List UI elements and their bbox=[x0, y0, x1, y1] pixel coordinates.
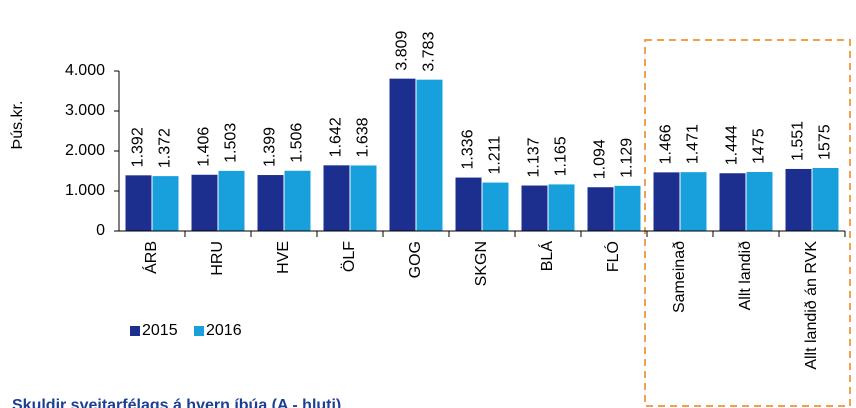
y-axis-label: Þús.kr. bbox=[9, 101, 26, 150]
legend-label: 2016 bbox=[206, 322, 242, 339]
data-label: 1475 bbox=[751, 128, 768, 164]
bar bbox=[257, 175, 284, 231]
y-tick-label: 4.000 bbox=[65, 62, 105, 79]
bar bbox=[416, 79, 443, 232]
x-tick-label: Sameinað bbox=[671, 241, 688, 313]
bar bbox=[284, 170, 311, 231]
bar bbox=[785, 168, 812, 231]
data-label: 1.165 bbox=[553, 136, 570, 176]
chart-title: Skuldir sveitarfélags á hvern íbúa (A - … bbox=[12, 397, 341, 408]
bar bbox=[152, 176, 179, 231]
data-label: 1.642 bbox=[328, 117, 345, 157]
data-label: 1.638 bbox=[355, 117, 372, 157]
data-label: 1.406 bbox=[196, 127, 213, 167]
bar bbox=[455, 177, 482, 231]
bar bbox=[125, 175, 152, 231]
legend-swatch bbox=[194, 326, 204, 336]
y-tick-label: 3.000 bbox=[65, 102, 105, 119]
data-label: 1575 bbox=[817, 124, 834, 160]
data-label: 1.503 bbox=[223, 123, 240, 163]
data-label: 1.551 bbox=[790, 121, 807, 161]
bar bbox=[350, 165, 377, 231]
bar bbox=[389, 78, 416, 231]
bar bbox=[614, 185, 641, 231]
bar bbox=[482, 182, 509, 231]
bar bbox=[191, 174, 218, 231]
data-label: 1.137 bbox=[526, 137, 543, 177]
data-label: 3.809 bbox=[394, 30, 411, 70]
x-tick-label: HRU bbox=[209, 241, 226, 276]
legend-swatch bbox=[130, 326, 140, 336]
y-tick-label: 2.000 bbox=[65, 142, 105, 159]
bar bbox=[521, 185, 548, 231]
bar bbox=[812, 168, 839, 231]
bar bbox=[653, 172, 680, 231]
x-tick-label: GOG bbox=[407, 241, 424, 278]
x-tick-label: SKGN bbox=[473, 241, 490, 286]
x-tick-label: BLÁ bbox=[537, 241, 556, 272]
data-label: 1.506 bbox=[289, 123, 306, 163]
data-label: 1.336 bbox=[460, 129, 477, 169]
bar bbox=[587, 187, 614, 231]
bar bbox=[548, 184, 575, 231]
data-label: 1.392 bbox=[130, 127, 147, 167]
y-tick-label: 1.000 bbox=[65, 182, 105, 199]
x-tick-label: ÖLF bbox=[340, 241, 358, 272]
bar bbox=[323, 165, 350, 231]
bar bbox=[218, 170, 245, 231]
bar bbox=[680, 172, 707, 231]
data-label: 1.094 bbox=[592, 139, 609, 179]
x-tick-label: ÁRB bbox=[141, 241, 160, 274]
x-tick-label: HVE bbox=[275, 241, 292, 274]
data-label: 1.129 bbox=[619, 138, 636, 178]
highlight-box bbox=[644, 39, 851, 407]
data-label: 1.399 bbox=[262, 127, 279, 167]
x-tick-label: Allt landið bbox=[737, 241, 754, 310]
legend-label: 2015 bbox=[142, 322, 178, 339]
x-tick-label: Allt landið án RVK bbox=[803, 241, 820, 370]
bar bbox=[719, 173, 746, 231]
data-label: 1.466 bbox=[658, 124, 675, 164]
data-label: 3.783 bbox=[421, 32, 438, 72]
data-label: 1.372 bbox=[157, 128, 174, 168]
y-tick-label: 0 bbox=[96, 222, 105, 239]
data-label: 1.471 bbox=[685, 124, 702, 164]
data-label: 1.211 bbox=[487, 136, 504, 175]
x-tick-label: FLÓ bbox=[603, 241, 622, 272]
data-label: 1.444 bbox=[724, 125, 741, 165]
bar bbox=[746, 172, 773, 231]
